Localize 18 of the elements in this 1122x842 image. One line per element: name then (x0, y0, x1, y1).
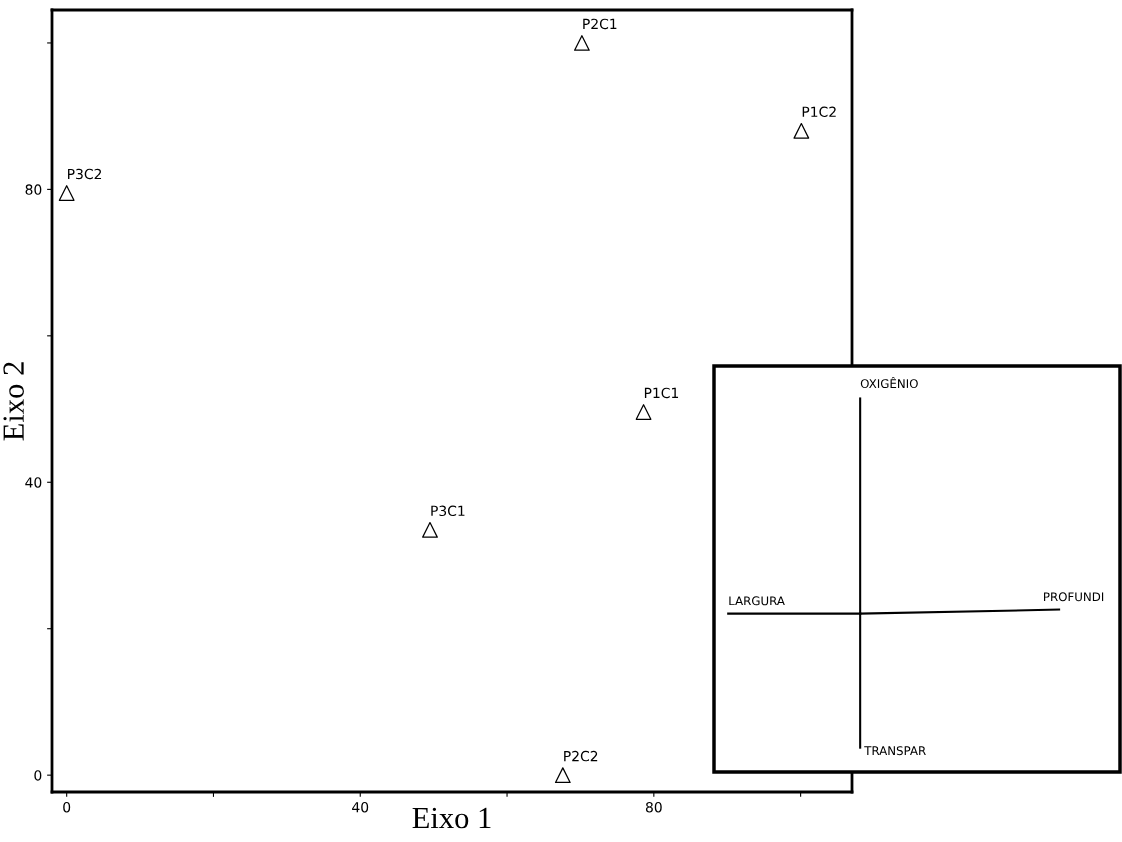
text: OXIGÊNIO (860, 376, 918, 389)
y-axis-title: Eixo 2 (3, 362, 24, 441)
annotation: P3C2 (68, 168, 102, 180)
text: TRANSPAR (864, 746, 926, 756)
annotation: P1C2 (802, 106, 836, 118)
y-tick-label: 40 (25, 477, 42, 488)
annotation: LARGURA (729, 596, 785, 606)
x-tick-label: 80 (645, 801, 662, 813)
annotation: P2C2 (564, 750, 598, 762)
annotation: P2C1 (583, 18, 617, 30)
x-tick-label: 40 (352, 801, 369, 813)
annotation: P1C1 (644, 387, 679, 399)
text: PROFUNDI (1044, 592, 1104, 602)
y-tick-label: 80 (25, 184, 42, 195)
annotation: P3C1 (431, 505, 465, 517)
x-axis-title: Eixo 1 (412, 807, 491, 829)
x-tick-label: 0 (63, 801, 71, 813)
y-tick-label: 0 (34, 770, 42, 781)
